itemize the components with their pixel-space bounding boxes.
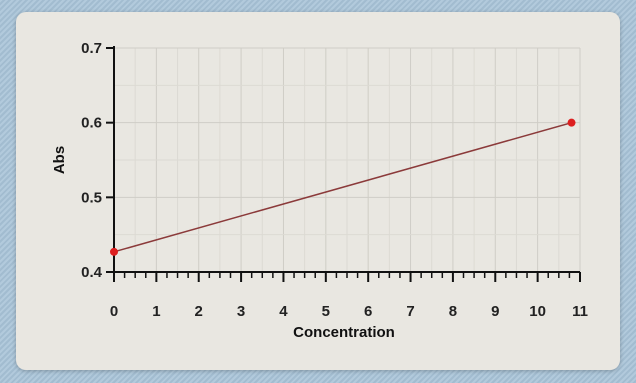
x-tick-label: 6 xyxy=(364,303,372,320)
chart-grid xyxy=(113,47,581,273)
x-axis-label: Concentration xyxy=(293,324,395,341)
y-tick-label: 0.6 xyxy=(81,115,102,132)
y-tick-label: 0.7 xyxy=(81,40,102,57)
x-tick-label: 2 xyxy=(195,303,203,320)
x-tick-label: 10 xyxy=(529,303,546,320)
y-axis-label: Abs xyxy=(51,146,68,174)
chart-panel xyxy=(16,12,620,370)
data-point xyxy=(567,118,576,127)
x-tick-label: 5 xyxy=(322,303,330,320)
x-tick-label: 11 xyxy=(572,303,588,320)
x-axis-ticks: 0 1 2 3 4 5 6 7 8 9 10 11 xyxy=(110,272,588,320)
x-tick-label: 4 xyxy=(279,303,288,320)
chart-series xyxy=(110,118,576,256)
y-axis-ticks: 0.4 0.5 0.6 0.7 xyxy=(81,40,114,281)
x-tick-label: 7 xyxy=(406,303,414,320)
y-tick-label: 0.5 xyxy=(81,189,102,206)
x-tick-label: 8 xyxy=(449,303,457,320)
y-tick-label: 0.4 xyxy=(81,264,103,281)
x-tick-label: 9 xyxy=(491,303,499,320)
x-tick-label: 1 xyxy=(152,303,160,320)
series-line xyxy=(113,121,572,253)
x-tick-label: 3 xyxy=(237,303,245,320)
data-point xyxy=(110,247,118,256)
x-tick-label: 0 xyxy=(110,303,118,320)
